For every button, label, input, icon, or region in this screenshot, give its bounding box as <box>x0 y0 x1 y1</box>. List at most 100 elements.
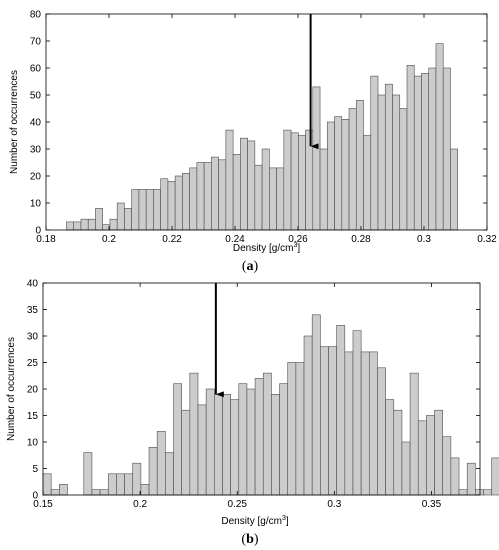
x-tick-label: 0.15 <box>33 499 53 510</box>
histogram-panel-a: 0.18 0.2 0.22 0.24 0.26 0.28 0.3 0.32 0 10 20 30 40… <box>9 10 497 275</box>
y-axis-label: Number of occurrences <box>9 70 20 174</box>
y-tick-label: 40 <box>27 279 39 290</box>
histogram-bar <box>426 415 435 496</box>
x-tick-label: 0.3 <box>417 234 431 245</box>
histogram-bar <box>262 372 272 496</box>
histogram-bar <box>42 473 52 496</box>
histogram-bar <box>205 388 215 496</box>
histogram-bar <box>392 94 401 231</box>
histogram-bar <box>352 330 362 496</box>
histogram-bar <box>399 108 408 231</box>
y-tick-label: 20 <box>27 385 39 396</box>
histogram-bar <box>196 162 205 231</box>
histogram-panel-b: 0.15 0.2 0.25 0.3 0.35 0 5 10 15 20 25 30 35 40 Dens… <box>6 279 499 547</box>
histogram-bar <box>156 431 166 496</box>
histogram-bar <box>475 489 484 496</box>
histogram-bar <box>95 208 103 231</box>
y-tick-label: 15 <box>27 411 39 422</box>
histogram-bar <box>328 346 337 496</box>
histogram-bar <box>406 65 415 231</box>
histogram-bar <box>167 181 176 231</box>
histogram-bar <box>401 441 411 496</box>
y-tick-label: 60 <box>30 64 42 75</box>
histogram-bar <box>491 457 499 496</box>
histogram-bar <box>189 372 199 496</box>
histogram-bar <box>254 378 264 496</box>
x-ticks: 0.18 0.2 0.22 0.24 0.26 0.28 0.3 0.32 <box>36 14 497 245</box>
panel-label: (a) <box>242 259 259 274</box>
histogram-bar <box>442 67 451 231</box>
y-tick-label: 70 <box>30 37 42 48</box>
histogram-bar <box>132 462 142 496</box>
x-tick-label: 0.22 <box>162 234 182 245</box>
histogram-bar <box>203 162 212 231</box>
y-ticks: 0 5 10 15 20 25 30 35 40 <box>27 279 480 502</box>
y-tick-label: 10 <box>27 438 39 449</box>
histogram-bar <box>116 473 125 496</box>
y-tick-label: 30 <box>30 145 42 156</box>
bars-group <box>66 43 458 231</box>
histogram-bar <box>483 489 492 496</box>
histogram-bar <box>312 86 321 231</box>
histogram-bar <box>222 393 231 496</box>
histogram-bar <box>138 189 147 231</box>
histogram-bar <box>326 121 335 231</box>
x-tick-label: 0.28 <box>351 234 371 245</box>
x-tick-label: 0.26 <box>288 234 308 245</box>
histogram-bar <box>261 148 270 231</box>
histogram-bar <box>344 351 354 496</box>
histogram-bar <box>232 154 241 231</box>
histogram-bar <box>295 362 305 496</box>
histogram-bar <box>66 221 75 231</box>
histogram-bar <box>99 489 109 496</box>
histogram-bar <box>303 335 313 496</box>
histogram-bar <box>336 325 346 496</box>
bars-group <box>42 314 499 496</box>
histogram-bar <box>279 383 289 496</box>
histogram-bar <box>124 473 134 496</box>
histogram-bar <box>435 43 444 231</box>
y-tick-label: 10 <box>30 199 42 210</box>
histogram-bar <box>368 351 378 496</box>
histogram-bar <box>91 489 101 496</box>
histogram-bar <box>417 420 427 496</box>
x-axis-label: Density [g/cm3] <box>221 515 288 527</box>
x-tick-label: 0.35 <box>422 499 442 510</box>
y-tick-label: 0 <box>32 491 38 502</box>
histogram-bar <box>320 346 329 496</box>
histogram-bar <box>450 148 458 231</box>
x-tick-label: 0.2 <box>102 234 116 245</box>
y-tick-label: 20 <box>30 172 42 183</box>
histogram-bar <box>428 67 437 231</box>
y-axis-label: Number of occurrences <box>6 337 17 441</box>
x-axis-label: Density [g/cm3] <box>233 242 300 254</box>
y-tick-label: 30 <box>27 332 39 343</box>
histogram-bar <box>247 140 256 231</box>
histogram-bar <box>109 218 118 231</box>
x-tick-label: 0.2 <box>133 499 147 510</box>
x-tick-label: 0.24 <box>225 234 245 245</box>
histogram-bar <box>87 218 96 231</box>
histogram-bar <box>160 178 169 231</box>
histogram-bar <box>348 108 357 231</box>
histogram-bar <box>355 100 364 231</box>
histogram-bar <box>174 175 183 231</box>
histogram-bar <box>116 202 125 231</box>
histogram-bar <box>290 132 299 231</box>
histogram-bar <box>269 167 277 231</box>
histogram-bar <box>319 148 328 231</box>
histogram-bar <box>214 393 223 496</box>
histogram-bar <box>341 119 350 231</box>
histogram-bar <box>218 159 227 231</box>
histogram-bar <box>442 436 452 496</box>
histogram-bar <box>182 173 190 231</box>
histogram-bar <box>393 409 403 496</box>
histogram-bar <box>385 399 395 496</box>
histogram-bar <box>173 383 182 496</box>
histogram-bar <box>240 137 248 231</box>
histogram-bar <box>246 388 256 496</box>
histogram-bar <box>298 135 306 231</box>
y-ticks: 0 10 20 30 40 50 60 70 80 <box>30 10 487 237</box>
y-tick-label: 25 <box>27 358 39 369</box>
y-tick-label: 80 <box>30 10 42 21</box>
